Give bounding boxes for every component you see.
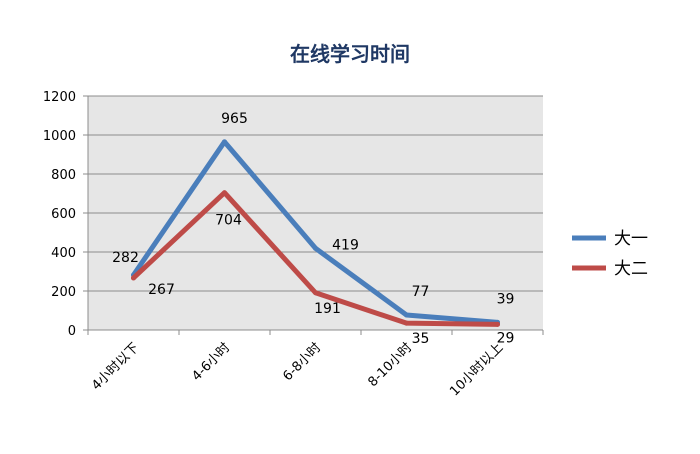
data-label: 419 xyxy=(332,237,359,253)
y-tick-label: 1200 xyxy=(43,90,76,105)
y-tick-label: 0 xyxy=(68,324,76,339)
data-label: 35 xyxy=(412,331,430,347)
chart-title: 在线学习时间 xyxy=(290,42,410,66)
legend-label: 大二 xyxy=(614,259,648,279)
data-label: 29 xyxy=(497,330,515,346)
data-point xyxy=(495,321,500,327)
y-tick-label: 800 xyxy=(51,168,76,183)
data-point xyxy=(313,245,318,251)
data-point xyxy=(222,190,227,196)
y-tick-label: 400 xyxy=(51,246,76,261)
data-point xyxy=(313,290,318,296)
y-tick-label: 600 xyxy=(51,207,76,222)
series-group xyxy=(131,139,500,327)
data-point xyxy=(131,275,136,281)
data-label: 77 xyxy=(412,284,430,300)
x-tick-label: 4-6小时 xyxy=(189,340,233,384)
data-label: 282 xyxy=(112,250,139,266)
data-label: 267 xyxy=(148,282,175,298)
data-label: 965 xyxy=(221,111,248,127)
data-point xyxy=(404,312,409,318)
data-label: 39 xyxy=(497,291,515,307)
x-tick-label: 8-10小时 xyxy=(365,340,415,390)
y-tick-label: 1000 xyxy=(43,129,76,144)
data-label: 191 xyxy=(314,301,341,317)
data-labels: 282 965 419 77 39 267 704 191 35 29 xyxy=(112,111,514,347)
data-point xyxy=(222,139,227,145)
data-label: 704 xyxy=(215,213,242,229)
data-point xyxy=(404,320,409,326)
axes xyxy=(83,95,544,335)
x-tick-label: 10小时以上 xyxy=(447,340,506,399)
x-tick-label: 6-8小时 xyxy=(280,340,324,384)
x-tick-label: 4小时以下 xyxy=(89,340,142,393)
y-tick-label: 200 xyxy=(51,285,76,300)
legend-label: 大一 xyxy=(614,229,648,249)
